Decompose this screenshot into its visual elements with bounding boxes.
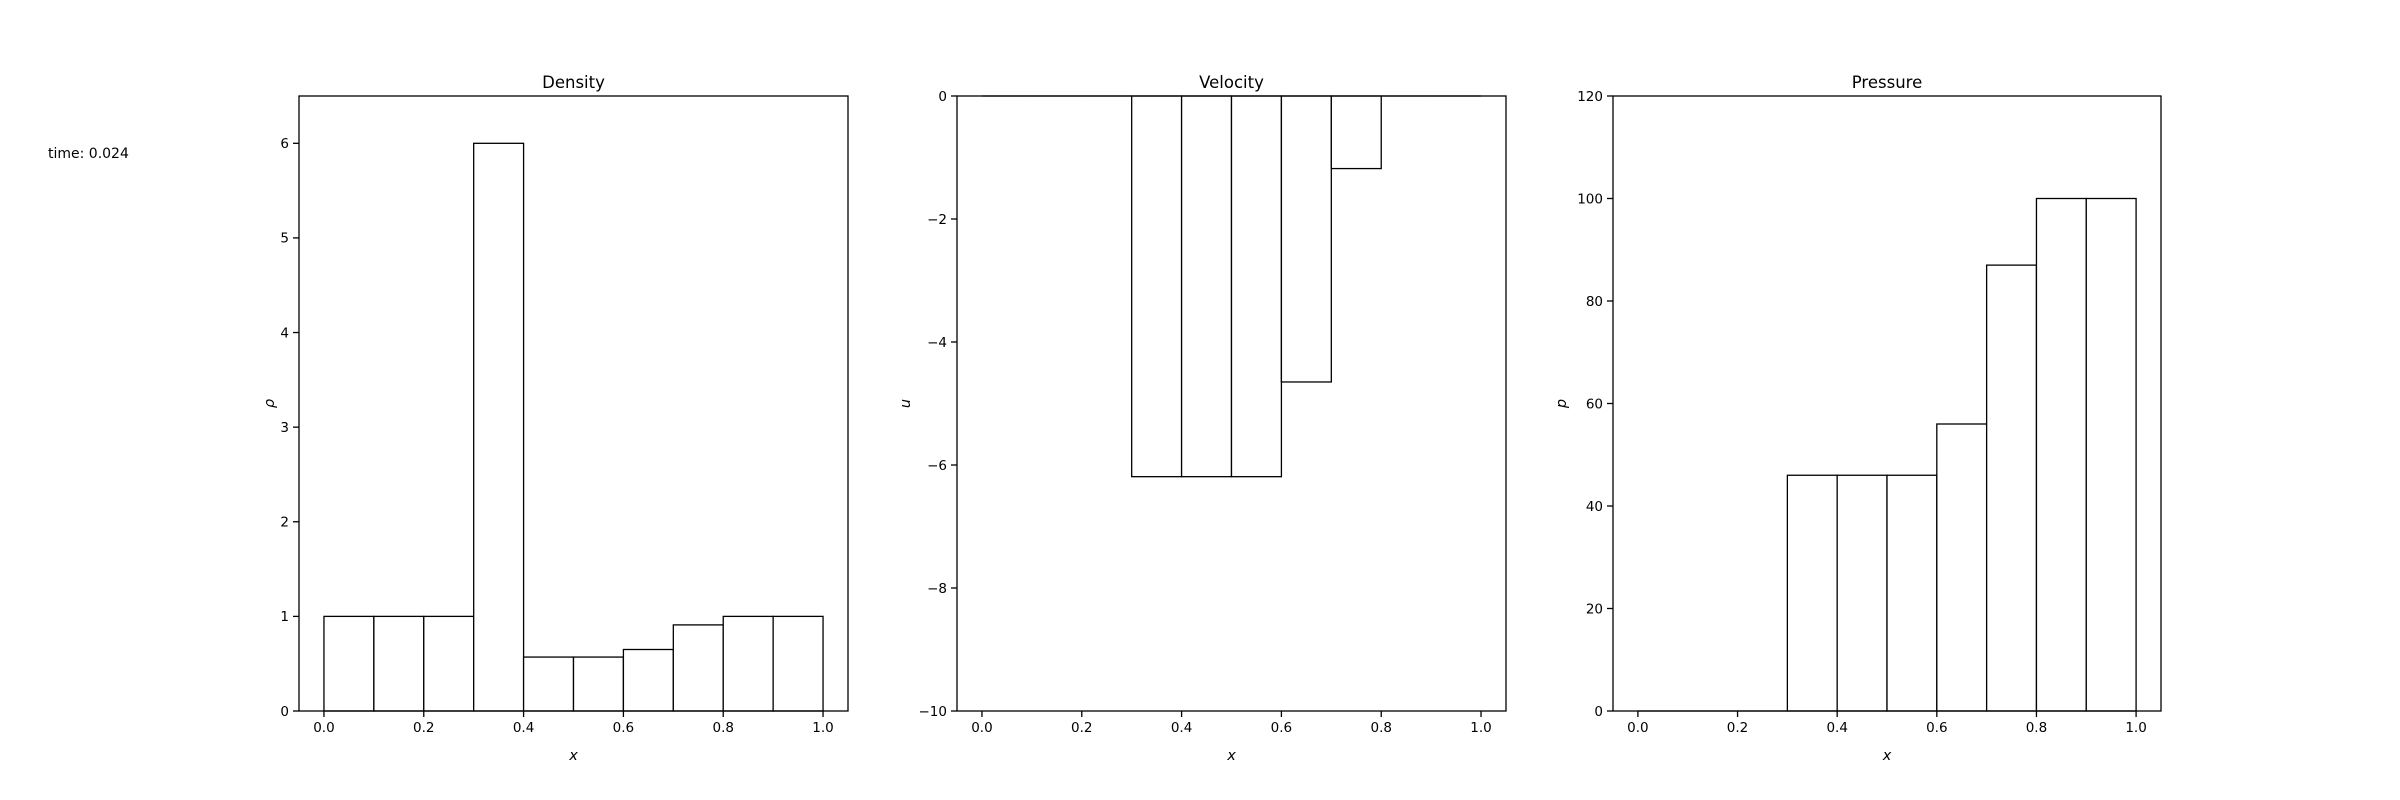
bar (572, 656, 625, 712)
x-axis-label: x (568, 748, 578, 764)
y-axis-label: p (1554, 399, 1570, 409)
y-tick-label: 0 (280, 704, 289, 720)
x-tick-label: 0.2 (413, 720, 434, 736)
x-tick-label: 1.0 (2125, 720, 2146, 736)
bar (1786, 474, 1838, 712)
y-tick-label: 2 (280, 515, 289, 531)
bar (2085, 197, 2137, 712)
x-tick-label: 0.4 (1826, 720, 1847, 736)
y-tick-label: −2 (927, 212, 947, 228)
x-tick-label: 1.0 (1470, 720, 1491, 736)
bar (473, 142, 525, 712)
y-tick-label: 100 (1577, 191, 1603, 207)
x-axis-label: x (1882, 748, 1892, 764)
axes-frame (956, 95, 1507, 712)
y-tick-label: −10 (919, 704, 948, 720)
x-tick-label: 0.0 (1627, 720, 1648, 736)
y-tick-label: 0 (1594, 704, 1603, 720)
y-axis-label: ρ (262, 398, 278, 408)
x-tick-label: 0.0 (313, 720, 334, 736)
bar (1886, 474, 1938, 712)
chart-density: 0.0 0.2 0.4 0.6 0.8 1.0 0 1 2 3 4 5 6 Density x ρ (262, 73, 849, 764)
bar (722, 615, 774, 712)
chart-velocity: 0.0 0.2 0.4 0.6 0.8 1.0 0 −2 −4 −6 −8 −10 Velocity x u (898, 73, 1507, 764)
x-tick-label: 0.6 (613, 720, 634, 736)
y-axis-label: u (898, 399, 914, 408)
y-tick-label: 60 (1586, 396, 1603, 412)
bar (1836, 474, 1888, 712)
bar (1280, 95, 1332, 383)
bar (2035, 197, 2087, 712)
chart-pressure: 0.0 0.2 0.4 0.6 0.8 1.0 0 20 40 60 80 100 120 Pressur… (1554, 73, 2162, 764)
bar (1230, 95, 1283, 478)
x-axis-label: x (1226, 748, 1236, 764)
x-tick-label: 0.2 (1727, 720, 1748, 736)
y-tick-label: −6 (927, 458, 947, 474)
y-tick-label: 20 (1586, 601, 1603, 617)
bar (423, 615, 475, 712)
x-tick-label: 0.4 (1171, 720, 1192, 736)
y-tick-label: 0 (938, 89, 947, 105)
x-tick-label: 0.4 (513, 720, 534, 736)
x-tick-label: 0.8 (1370, 720, 1391, 736)
bar (1985, 264, 2038, 712)
y-tick-label: 120 (1577, 89, 1603, 105)
x-tick-label: 0.0 (971, 720, 992, 736)
y-tick-label: 80 (1586, 294, 1603, 310)
y-tick-label: 5 (280, 231, 289, 247)
x-tick-label: 0.8 (712, 720, 733, 736)
x-tick-label: 0.6 (1271, 720, 1292, 736)
bar (672, 624, 724, 712)
time-label: time: 0.024 (48, 146, 129, 162)
bar (1936, 423, 1988, 712)
x-tick-label: 0.2 (1071, 720, 1092, 736)
y-tick-label: −8 (927, 581, 947, 597)
y-tick-label: 40 (1586, 499, 1603, 515)
chart-title: Pressure (1852, 73, 1922, 92)
bar (373, 615, 425, 712)
bar (323, 615, 375, 712)
y-tick-label: 4 (280, 325, 289, 341)
x-tick-label: 0.8 (2026, 720, 2047, 736)
y-tick-label: 1 (280, 609, 289, 625)
bar (1131, 95, 1183, 478)
x-tick-label: 1.0 (812, 720, 833, 736)
x-tick-label: 0.6 (1926, 720, 1947, 736)
bar (622, 648, 674, 712)
bar (772, 615, 824, 712)
bar (1180, 95, 1233, 478)
chart-title: Density (542, 73, 605, 92)
axes-frame (298, 95, 849, 712)
bar (1330, 95, 1382, 170)
y-tick-label: 3 (280, 420, 289, 436)
bar (522, 656, 575, 712)
y-tick-label: 6 (280, 136, 289, 152)
chart-title: Velocity (1199, 73, 1264, 92)
y-tick-label: −4 (927, 335, 947, 351)
